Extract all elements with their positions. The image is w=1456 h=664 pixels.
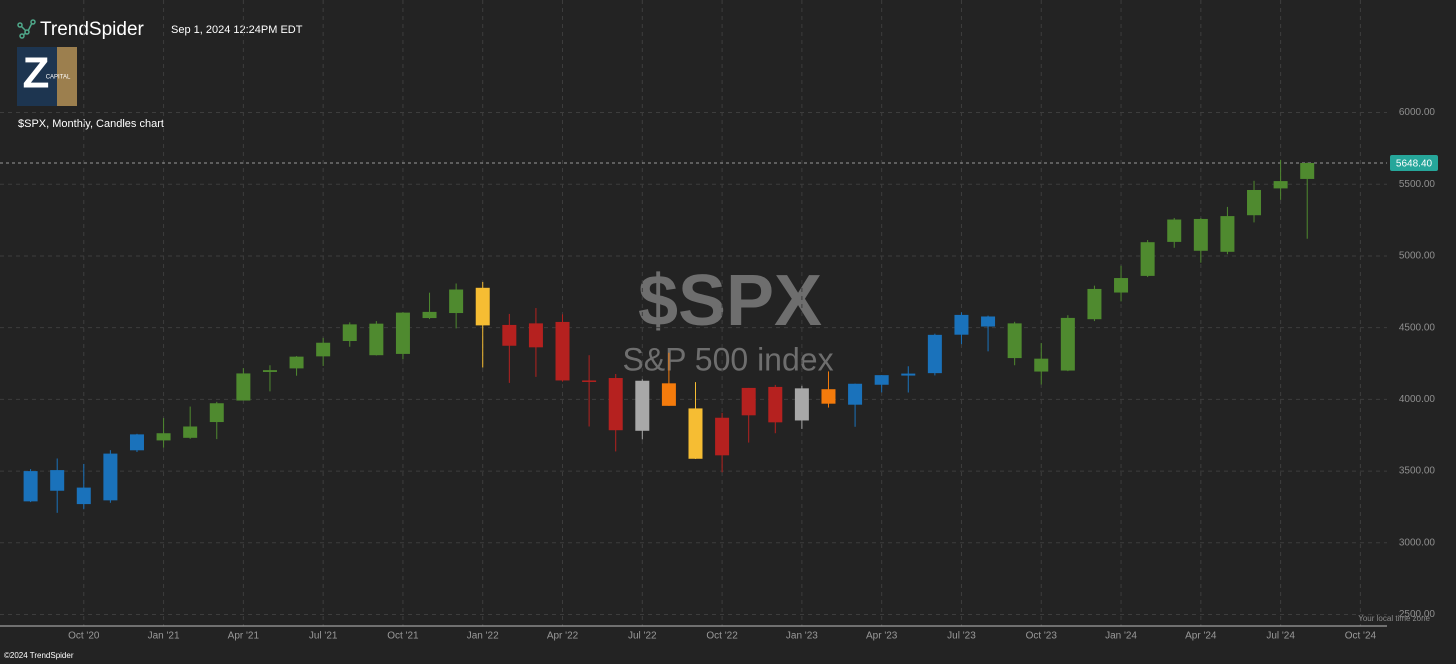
y-tick-label: 5500.00 bbox=[1399, 179, 1436, 190]
y-tick-label: 4500.00 bbox=[1399, 322, 1436, 333]
watermark: $SPX bbox=[638, 261, 822, 341]
y-tick-label: 2500.00 bbox=[1399, 609, 1436, 620]
copyright: ©2024 TrendSpider bbox=[4, 651, 74, 660]
candle-body bbox=[981, 316, 996, 327]
candle-body bbox=[1220, 216, 1235, 252]
timezone-note: Your local time zone bbox=[1358, 614, 1430, 623]
x-tick-label: Apr '24 bbox=[1185, 631, 1217, 642]
last-price-label: 5648.40 bbox=[1396, 159, 1433, 170]
candle-body bbox=[768, 386, 783, 423]
y-tick-label: 6000.00 bbox=[1399, 107, 1436, 118]
candle-body bbox=[635, 380, 650, 431]
candle-body bbox=[76, 487, 91, 505]
candle-body bbox=[236, 373, 251, 401]
candle-body bbox=[1114, 278, 1129, 293]
candle-body bbox=[289, 356, 304, 369]
plot: 2500.00 3000.00 3500.00 4000.00 4500.00 5000.… bbox=[0, 0, 1438, 642]
candle-body bbox=[794, 388, 809, 421]
x-tick-label: Apr '23 bbox=[866, 631, 898, 642]
candle-body bbox=[901, 373, 916, 376]
x-tick-label: Oct '21 bbox=[387, 631, 419, 642]
logo-text: CAPITAL bbox=[46, 75, 71, 81]
x-tick-label: Jan '21 bbox=[148, 631, 180, 642]
candle-body bbox=[555, 321, 570, 381]
logo-letter: Z bbox=[23, 49, 50, 98]
candle-body bbox=[395, 312, 410, 354]
logo-right bbox=[57, 47, 77, 106]
candle-body bbox=[582, 380, 597, 382]
candle-body bbox=[715, 417, 730, 456]
candle-body bbox=[1007, 323, 1022, 359]
candle-body bbox=[129, 434, 144, 451]
x-tick-label: Jul '24 bbox=[1266, 631, 1295, 642]
y-tick-label: 3000.00 bbox=[1399, 537, 1436, 548]
x-tick-label: Oct '23 bbox=[1026, 631, 1058, 642]
candle-body bbox=[954, 314, 969, 335]
x-tick-label: Oct '24 bbox=[1345, 631, 1377, 642]
brand-icon bbox=[17, 19, 36, 39]
y-tick-label: 4000.00 bbox=[1399, 394, 1436, 405]
candle-body bbox=[23, 471, 38, 502]
x-tick-label: Jan '22 bbox=[467, 631, 499, 642]
x-tick-label: Apr '22 bbox=[547, 631, 579, 642]
candle-body bbox=[1273, 181, 1288, 189]
chart-title: $SPX, Monthly, Candles chart bbox=[18, 118, 164, 130]
candle-body bbox=[1087, 288, 1102, 320]
candle-body bbox=[1167, 219, 1182, 242]
x-tick-label: Oct '20 bbox=[68, 631, 100, 642]
y-tick-label: 3500.00 bbox=[1399, 466, 1436, 477]
candle-body bbox=[316, 342, 331, 357]
logo-left bbox=[17, 47, 57, 106]
candle-body bbox=[475, 287, 490, 326]
x-tick-label: Apr '21 bbox=[228, 631, 260, 642]
candle-body bbox=[209, 403, 224, 423]
candle-body bbox=[422, 311, 437, 319]
watermark-subtitle: S&P 500 index bbox=[622, 341, 833, 377]
x-tick-label: Jan '24 bbox=[1105, 631, 1137, 642]
logo: Z CAPITAL bbox=[17, 47, 77, 106]
x-tick-label: Jan '23 bbox=[786, 631, 818, 642]
candle-body bbox=[502, 324, 517, 346]
candle-body bbox=[1300, 163, 1315, 179]
candle-body bbox=[821, 389, 836, 404]
candle-body bbox=[1034, 358, 1049, 372]
candle-body bbox=[741, 387, 756, 416]
candle-body bbox=[1247, 189, 1262, 216]
candle-body bbox=[688, 408, 703, 459]
candle-body bbox=[1140, 242, 1155, 276]
brand: TrendSpider bbox=[17, 19, 145, 40]
x-tick-label: Oct '22 bbox=[706, 631, 738, 642]
candle-body bbox=[103, 453, 118, 501]
candle-body bbox=[874, 375, 889, 385]
candle-body bbox=[608, 378, 623, 431]
candle-body bbox=[262, 370, 277, 372]
candle-body bbox=[369, 323, 384, 356]
brand-name: TrendSpider bbox=[40, 19, 145, 40]
candle-body bbox=[1060, 317, 1075, 371]
candle-body bbox=[50, 470, 65, 491]
candle-body bbox=[848, 383, 863, 405]
candle-body bbox=[342, 324, 357, 342]
last-price-box bbox=[1390, 154, 1438, 171]
candle-body bbox=[156, 433, 171, 441]
candle-body bbox=[927, 334, 942, 374]
y-tick-label: 5000.00 bbox=[1399, 251, 1436, 262]
candle-body bbox=[528, 323, 543, 348]
candle-body bbox=[1193, 218, 1208, 251]
x-tick-label: Jul '21 bbox=[309, 631, 338, 642]
x-tick-label: Jul '22 bbox=[628, 631, 657, 642]
candle-body bbox=[661, 383, 676, 406]
x-tick-label: Jul '23 bbox=[947, 631, 976, 642]
candle-body bbox=[449, 289, 464, 314]
candle-body bbox=[183, 426, 198, 438]
timestamp: Sep 1, 2024 12:24PM EDT bbox=[171, 24, 303, 36]
